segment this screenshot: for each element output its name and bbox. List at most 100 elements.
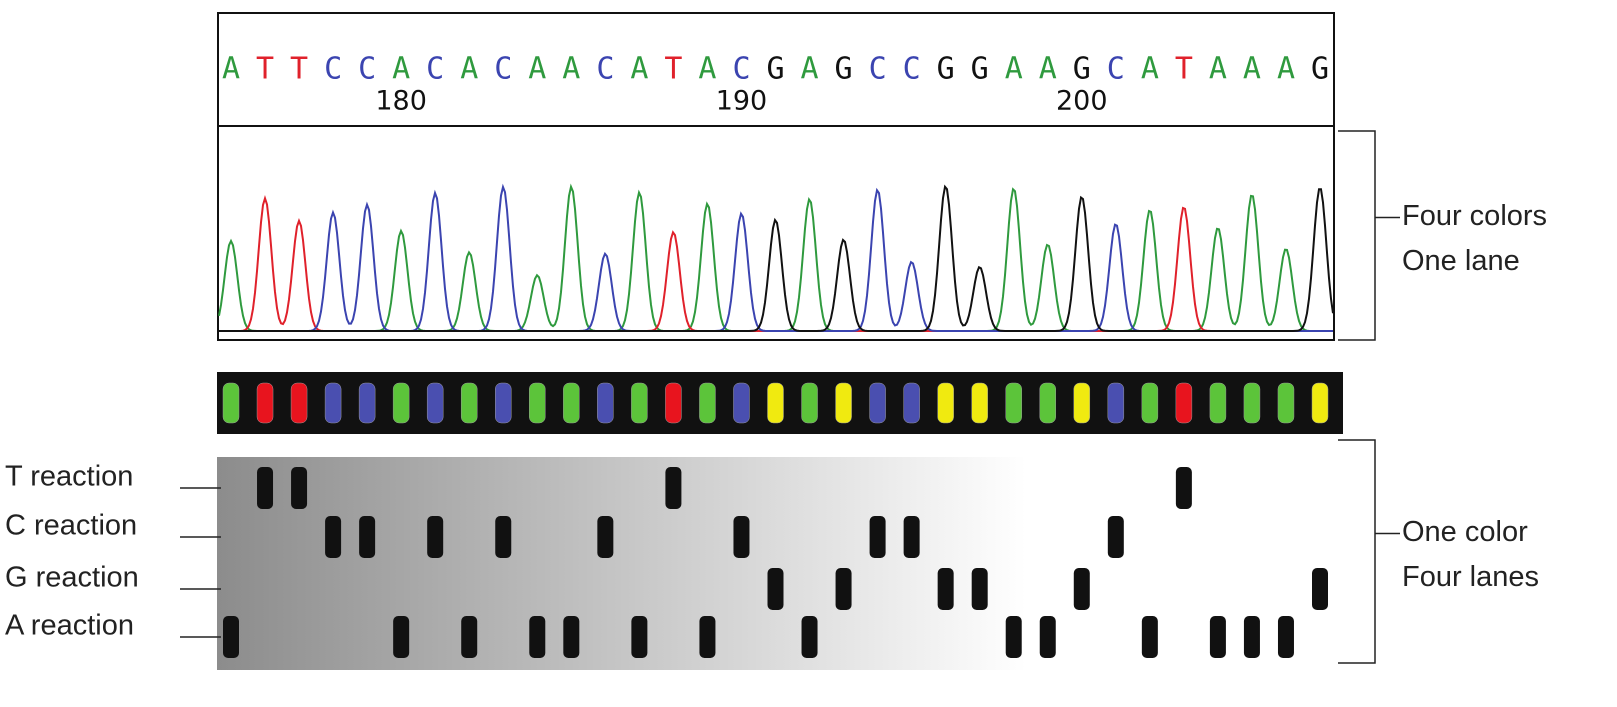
base-letter: A	[1209, 52, 1227, 87]
gel-band	[1073, 568, 1090, 610]
dye-band	[1277, 382, 1295, 424]
base-letter: A	[1277, 52, 1295, 87]
dye-band	[529, 382, 546, 424]
bracket-label: One color	[1402, 516, 1528, 548]
base-letter: C	[596, 52, 614, 87]
base-letter: T	[664, 52, 682, 87]
base-letter: C	[494, 52, 512, 87]
gel-band	[359, 516, 376, 558]
base-letter: A	[1243, 52, 1261, 87]
base-letter: C	[426, 52, 444, 87]
base-letter: A	[698, 52, 716, 87]
base-letter: T	[1175, 52, 1193, 87]
dye-band	[1073, 382, 1091, 424]
gel-band	[835, 568, 852, 610]
gel-band	[937, 568, 954, 610]
gel-band	[733, 516, 750, 558]
position-label: 200	[1056, 86, 1108, 117]
dye-band	[1311, 382, 1329, 424]
dye-band	[1209, 382, 1227, 424]
base-letter: A	[222, 52, 240, 87]
gel-band	[971, 568, 988, 610]
base-letter: A	[1005, 52, 1023, 87]
dye-band	[1005, 382, 1022, 424]
dye-band	[665, 382, 682, 424]
base-letter: G	[835, 52, 853, 87]
dye-band	[1141, 382, 1159, 424]
gel-band	[461, 616, 478, 658]
dye-band	[1175, 382, 1193, 424]
base-letter: C	[869, 52, 887, 87]
gel-band	[631, 616, 648, 658]
gel-band	[495, 516, 512, 558]
dye-band	[835, 382, 852, 424]
dye-band	[1243, 382, 1261, 424]
base-letter: G	[971, 52, 989, 87]
dye-band	[597, 382, 614, 424]
dye-band	[631, 382, 648, 424]
gel-band	[393, 616, 410, 658]
dye-band	[426, 382, 444, 424]
lane-label: T reaction	[5, 461, 133, 493]
lane-label: C reaction	[5, 510, 137, 542]
dye-band	[733, 382, 750, 424]
gel-band	[903, 516, 920, 558]
gel-band	[767, 568, 784, 610]
gel-band	[325, 516, 342, 558]
gel-band	[427, 516, 444, 558]
dye-band	[937, 382, 954, 424]
lane-label: G reaction	[5, 562, 139, 594]
gel-band	[699, 616, 716, 658]
gel-band	[1175, 467, 1192, 509]
dye-band	[460, 382, 478, 424]
dye-band	[324, 382, 342, 424]
base-letter: A	[801, 52, 819, 87]
position-label: 180	[375, 86, 427, 117]
dye-band	[869, 382, 886, 424]
base-letter: G	[1311, 52, 1329, 87]
gel-band	[869, 516, 886, 558]
base-letter: A	[630, 52, 648, 87]
base-letter: T	[256, 52, 274, 87]
dye-band	[358, 382, 376, 424]
gel-band	[1312, 568, 1328, 610]
lane-label: A reaction	[5, 610, 134, 642]
base-letter: T	[290, 52, 308, 87]
gel	[217, 457, 1341, 670]
gel-band	[1141, 616, 1158, 658]
dye-band	[1107, 382, 1125, 424]
gel-band	[223, 616, 239, 658]
gel-band	[291, 467, 308, 509]
dye-band	[801, 382, 818, 424]
gel-band	[529, 616, 546, 658]
base-letter: C	[358, 52, 376, 87]
base-letter: G	[766, 52, 784, 87]
position-label: 190	[716, 86, 768, 117]
base-letter: G	[1073, 52, 1091, 87]
dye-band	[903, 382, 920, 424]
gel-band	[1107, 516, 1124, 558]
dye-band	[699, 382, 716, 424]
dye-band	[222, 382, 240, 424]
base-letter: C	[903, 52, 921, 87]
base-letter: A	[392, 52, 410, 87]
dye-band	[563, 382, 580, 424]
gel-band	[563, 616, 580, 658]
base-letter: G	[937, 52, 955, 87]
base-letter: C	[324, 52, 342, 87]
dye-band	[1039, 382, 1056, 424]
bracket	[1338, 439, 1400, 664]
base-letter: A	[1039, 52, 1057, 87]
bracket-label: Four colors	[1402, 200, 1547, 232]
gel-band	[257, 467, 274, 509]
base-letter: C	[1107, 52, 1125, 87]
dye-band	[290, 382, 308, 424]
trace-frame	[217, 12, 1335, 341]
base-letter: A	[562, 52, 580, 87]
dye-band	[767, 382, 784, 424]
base-letter: A	[528, 52, 546, 87]
base-letter: A	[460, 52, 478, 87]
gel-band	[597, 516, 614, 558]
